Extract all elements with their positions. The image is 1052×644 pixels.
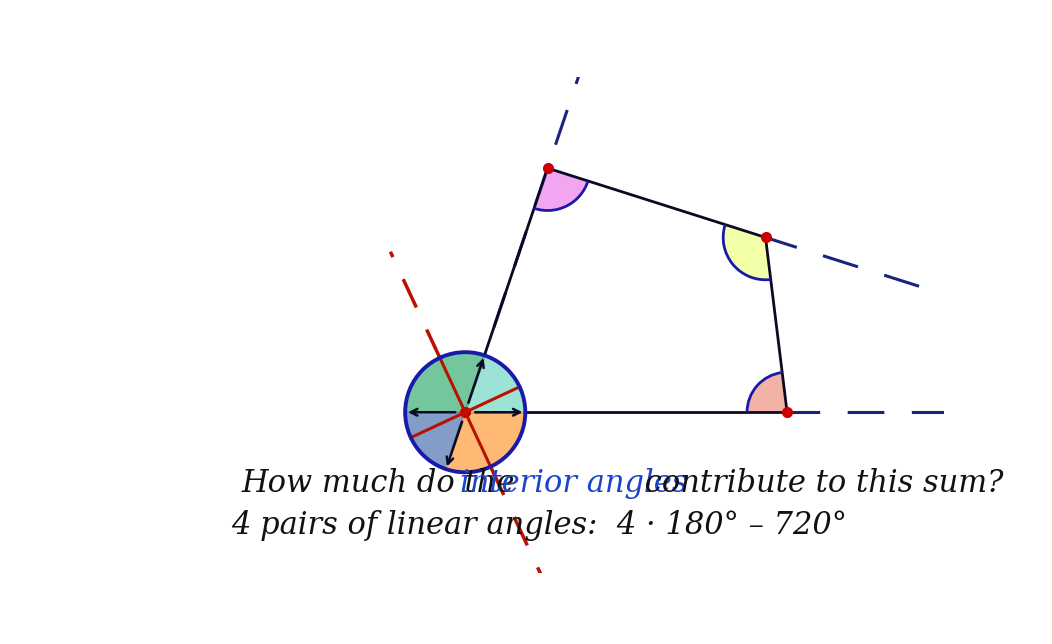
Wedge shape	[747, 372, 787, 412]
Wedge shape	[534, 168, 588, 211]
Text: interior angles: interior angles	[460, 468, 687, 498]
Text: contribute to this sum?: contribute to this sum?	[635, 468, 1004, 498]
Wedge shape	[446, 412, 525, 472]
Wedge shape	[405, 412, 465, 469]
Text: 4 pairs of linear angles:  4 · 180° – 720°: 4 pairs of linear angles: 4 · 180° – 720…	[231, 510, 847, 541]
Wedge shape	[465, 355, 525, 412]
Text: How much do the: How much do the	[242, 468, 525, 498]
Wedge shape	[723, 225, 771, 279]
Wedge shape	[405, 352, 484, 412]
